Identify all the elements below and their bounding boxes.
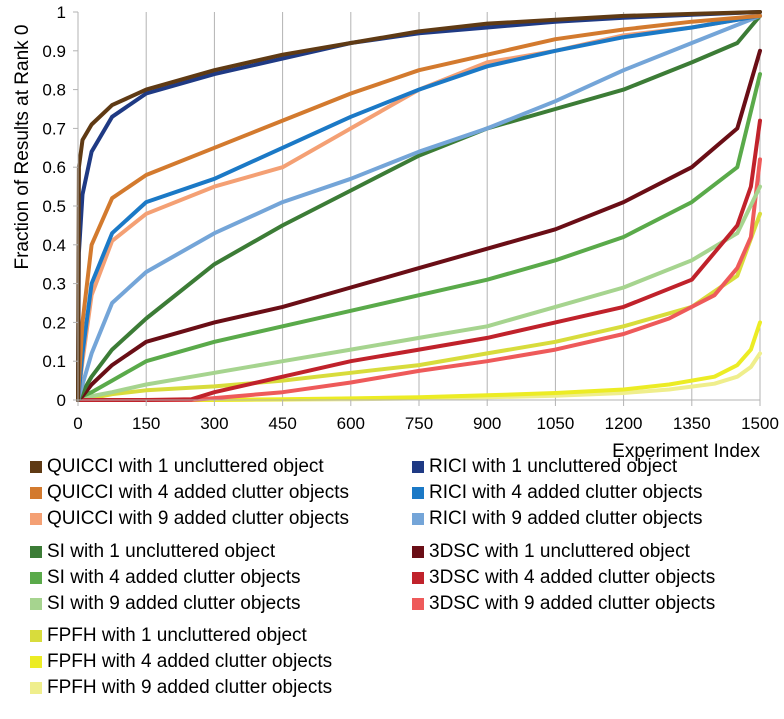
y-tick-label: 0.2 xyxy=(42,313,66,332)
y-tick-label: 0.7 xyxy=(42,119,66,138)
legend-label: 3DSC with 9 added clutter objects xyxy=(429,593,716,614)
legend-swatch xyxy=(412,487,424,499)
y-tick-label: 1 xyxy=(57,3,66,22)
x-tick-label: 600 xyxy=(337,414,365,433)
series-line-si-with-4-added-clutter-objects xyxy=(76,72,762,402)
x-tick-label: 1200 xyxy=(605,414,643,433)
x-tick-label: 1350 xyxy=(673,414,711,433)
legend-label: RICI with 4 added clutter objects xyxy=(429,482,703,503)
legend-swatch xyxy=(412,461,424,473)
series-line-rici-with-4-added-clutter-objects xyxy=(76,13,762,402)
axes: 0 150 300 450 600 750 900 1050 1200 1350 1500 0 0.1 0… xyxy=(42,3,779,433)
legend-swatch xyxy=(30,598,42,610)
legend-swatch xyxy=(30,682,42,694)
legend-item: FPFH with 1 uncluttered object xyxy=(30,625,307,647)
x-tick-label: 1050 xyxy=(536,414,574,433)
legend-label: 3DSC with 1 uncluttered object xyxy=(429,541,690,562)
y-tick-label: 0.1 xyxy=(42,352,66,371)
x-axis-title: Experiment Index xyxy=(612,441,760,462)
series-line-3dsc-with-9-added-clutter-objects xyxy=(76,157,762,402)
legend-item: 3DSC with 4 added clutter objects xyxy=(412,567,715,589)
legend-swatch xyxy=(30,513,42,525)
legend-swatch xyxy=(412,546,424,558)
legend-label: RICI with 1 uncluttered object xyxy=(429,456,678,477)
legend-item: 3DSC with 9 added clutter objects xyxy=(412,593,715,615)
x-tick-label: 900 xyxy=(473,414,501,433)
legend-item: FPFH with 4 added clutter objects xyxy=(30,651,332,673)
legend-label: FPFH with 4 added clutter objects xyxy=(47,651,333,672)
legend-item: SI with 4 added clutter objects xyxy=(30,567,300,589)
y-tick-label: 0.3 xyxy=(42,275,66,294)
y-axis-title: Fraction of Results at Rank 0 xyxy=(12,25,33,270)
y-tick-label: 0.9 xyxy=(42,42,66,61)
legend-label: QUICCI with 4 added clutter objects xyxy=(47,482,350,503)
y-tick-label: 0.5 xyxy=(42,197,66,216)
y-tick-label: 0.8 xyxy=(42,81,66,100)
legend-item: QUICCI with 9 added clutter objects xyxy=(30,508,349,530)
series-line-rici-with-9-added-clutter-objects xyxy=(76,13,762,402)
legend-label: FPFH with 1 uncluttered object xyxy=(47,625,307,646)
legend-label: SI with 1 uncluttered object xyxy=(47,541,276,562)
x-tick-label: 750 xyxy=(405,414,433,433)
legend-swatch xyxy=(30,487,42,499)
legend-swatch xyxy=(30,656,42,668)
legend-swatch xyxy=(30,630,42,642)
series-line-3dsc-with-4-added-clutter-objects xyxy=(76,118,762,402)
series-line-fpfh-with-4-added-clutter-objects xyxy=(76,320,762,402)
x-tick-label: 1500 xyxy=(741,414,779,433)
legend-item: SI with 1 uncluttered object xyxy=(30,541,275,563)
series-line-quicci-with-1-uncluttered-object xyxy=(76,10,762,402)
y-tick-label: 0.6 xyxy=(42,158,66,177)
legend-item: QUICCI with 1 uncluttered object xyxy=(30,456,324,478)
legend-label: QUICCI with 1 uncluttered object xyxy=(47,456,324,477)
legend-item: RICI with 1 uncluttered object xyxy=(412,456,677,478)
legend-swatch xyxy=(412,572,424,584)
legend-item: 3DSC with 1 uncluttered object xyxy=(412,541,690,563)
legend-swatch xyxy=(30,546,42,558)
series-line-3dsc-with-1-uncluttered-object xyxy=(76,48,762,402)
legend-item: QUICCI with 4 added clutter objects xyxy=(30,482,349,504)
legend-swatch xyxy=(412,513,424,525)
series-line-quicci-with-4-added-clutter-objects xyxy=(76,13,762,402)
y-tick-label: 0 xyxy=(57,391,66,410)
legend-item: FPFH with 9 added clutter objects xyxy=(30,677,332,699)
series-line-si-with-9-added-clutter-objects xyxy=(76,184,762,402)
x-tick-label: 450 xyxy=(268,414,296,433)
x-tick-label: 300 xyxy=(200,414,228,433)
legend-swatch xyxy=(30,572,42,584)
legend-label: 3DSC with 4 added clutter objects xyxy=(429,567,716,588)
legend-swatch xyxy=(412,598,424,610)
x-tick-label: 150 xyxy=(132,414,160,433)
legend-label: QUICCI with 9 added clutter objects xyxy=(47,508,350,529)
series-line-si-with-1-uncluttered-object xyxy=(76,13,762,402)
legend-label: SI with 9 added clutter objects xyxy=(47,593,301,614)
x-tick-label: 0 xyxy=(73,414,82,433)
legend-label: FPFH with 9 added clutter objects xyxy=(47,677,333,698)
legend-item: RICI with 4 added clutter objects xyxy=(412,482,703,504)
legend-item: SI with 9 added clutter objects xyxy=(30,593,300,615)
legend-swatch xyxy=(30,461,42,473)
legend-label: RICI with 9 added clutter objects xyxy=(429,508,703,529)
legend-item: RICI with 9 added clutter objects xyxy=(412,508,703,530)
grid-lines xyxy=(145,12,761,400)
legend-label: SI with 4 added clutter objects xyxy=(47,567,301,588)
y-tick-label: 0.4 xyxy=(42,236,66,255)
